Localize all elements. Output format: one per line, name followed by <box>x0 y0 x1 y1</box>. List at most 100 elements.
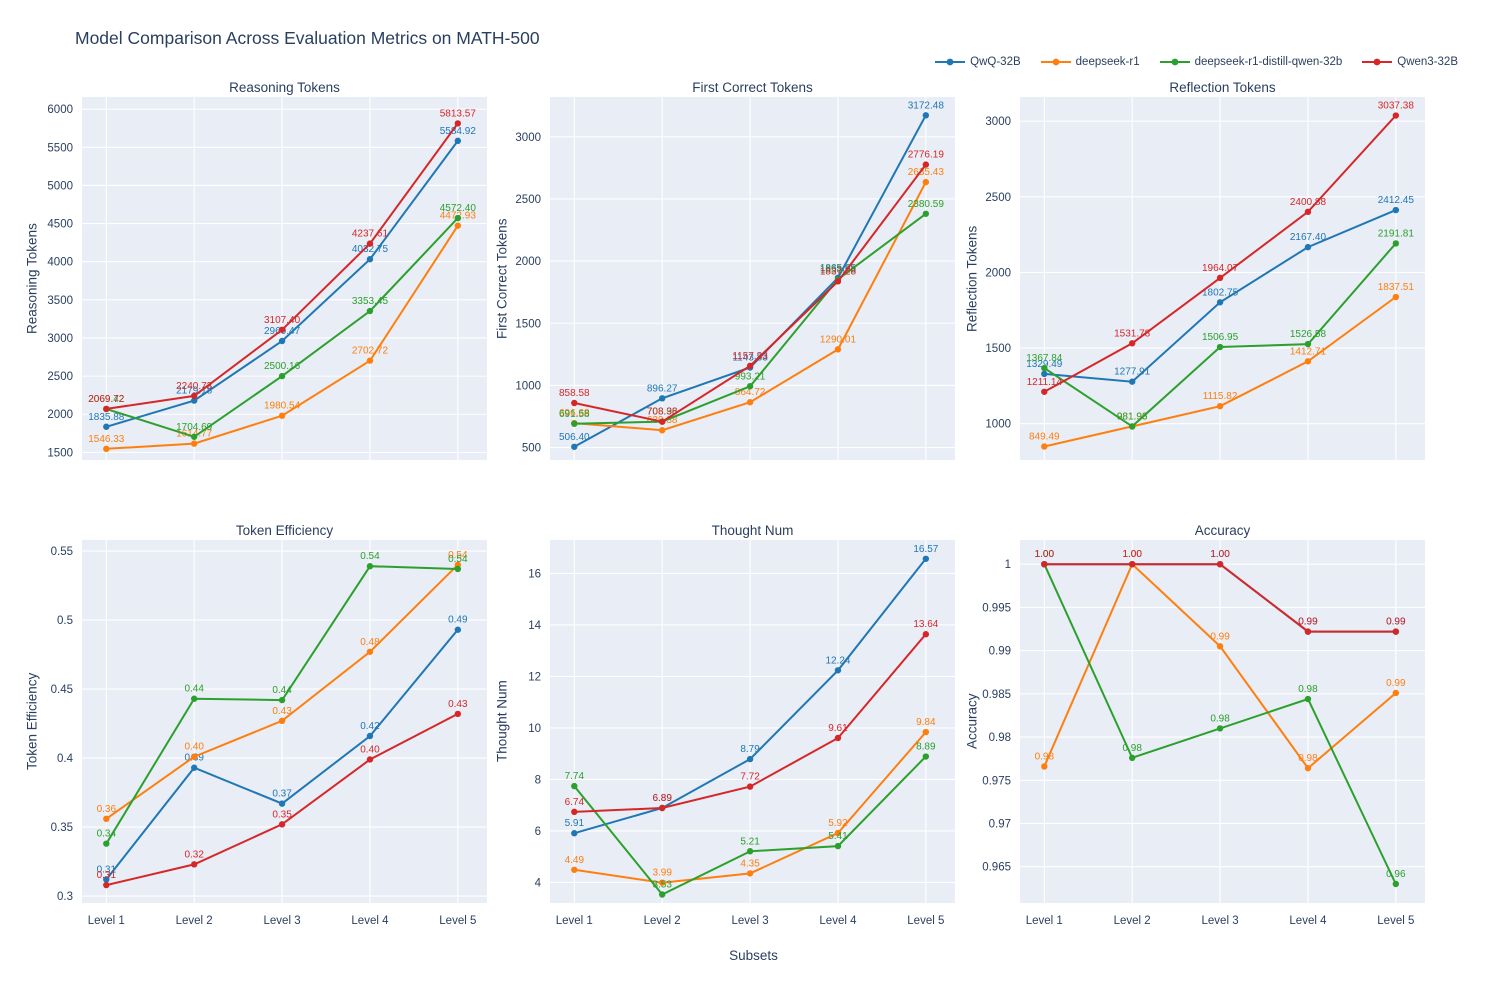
point-label-QwQ-32B: 5.91 <box>565 818 585 829</box>
data-point-Qwen3-32B <box>366 756 374 763</box>
point-label-QwQ-32B: 6.89 <box>652 793 672 804</box>
legend-item-deepseek-r1-distill-qwen-32b[interactable]: deepseek-r1-distill-qwen-32b <box>1159 56 1342 68</box>
point-label-Qwen3-32B: 2776.19 <box>908 150 945 161</box>
point-label-QwQ-32B: 1143.83 <box>732 353 768 364</box>
x-tick-label: Level 4 <box>1289 915 1327 927</box>
plot-area <box>550 540 955 903</box>
point-label-deepseek-r1-distill-qwen-32b: 0.98 <box>1122 743 1142 754</box>
point-label-Qwen3-32B: 2400.88 <box>1290 197 1327 208</box>
data-point-Qwen3-32B <box>190 861 198 868</box>
data-point-Qwen3-32B <box>834 278 842 285</box>
y-tick-label: 0.35 <box>51 822 73 834</box>
panel-title-reflection-tokens: Reflection Tokens <box>1169 80 1276 95</box>
point-label-QwQ-32B: 0.99 <box>1386 617 1406 628</box>
point-label-deepseek-r1: 4.49 <box>565 855 585 866</box>
data-point-deepseek-r1 <box>746 870 754 877</box>
legend-item-QwQ-32B[interactable]: QwQ-32B <box>935 56 1021 68</box>
first-correct-tokens-plot[interactable]: 500 1000 1500 2000 2500 3000 506.40 896.27 1143.… <box>480 67 967 510</box>
point-label-deepseek-r1: 0.36 <box>97 804 117 815</box>
point-label-deepseek-r1-distill-qwen-32b: 691.58 <box>559 409 590 420</box>
data-point-deepseek-r1-distill-qwen-32b <box>1128 754 1136 761</box>
point-label-deepseek-r1-distill-qwen-32b: 8.89 <box>916 742 936 753</box>
thought-num-plot[interactable]: 4 6 8 10 12 14 16 Level 1 Level 2 Level 3 Level 4 L… <box>480 510 967 953</box>
point-label-Qwen3-32B: 4237.61 <box>352 229 389 240</box>
data-point-QwQ-32B <box>922 555 930 562</box>
data-point-deepseek-r1 <box>746 399 754 406</box>
data-point-deepseek-r1-distill-qwen-32b <box>571 782 578 790</box>
data-point-Qwen3-32B <box>1041 561 1048 568</box>
data-point-QwQ-32B <box>571 830 578 837</box>
point-label-QwQ-32B: 2412.45 <box>1378 195 1415 206</box>
y-tick-label: 8 <box>535 774 541 786</box>
point-label-deepseek-r1: 2635.43 <box>908 167 945 178</box>
x-tick-label: Level 3 <box>264 915 301 927</box>
y-tick-label: 2000 <box>47 409 73 421</box>
point-label-deepseek-r1-distill-qwen-32b: 0.96 <box>1386 869 1406 880</box>
x-tick-label: Level 5 <box>439 915 476 927</box>
point-label-QwQ-32B: 2167.40 <box>1290 232 1327 243</box>
point-label-deepseek-r1: 1412.71 <box>1290 346 1327 357</box>
point-label-deepseek-r1: 1837.51 <box>1378 282 1415 293</box>
point-label-deepseek-r1: 0.43 <box>272 706 292 717</box>
y-tick-label: 0.965 <box>982 862 1011 874</box>
y-tick-label: 1500 <box>985 343 1011 355</box>
point-label-QwQ-32B: 12.24 <box>825 655 850 666</box>
reflection-tokens-plot[interactable]: 1000 1500 2000 2500 3000 1329.49 1277.91 1802.7… <box>950 67 1437 510</box>
point-label-deepseek-r1-distill-qwen-32b: 2500.16 <box>264 361 301 372</box>
point-label-Qwen3-32B: 2240.73 <box>176 381 213 392</box>
data-point-Qwen3-32B <box>190 392 198 400</box>
point-label-deepseek-r1-distill-qwen-32b: 981.96 <box>1117 411 1148 422</box>
reasoning-tokens-plot[interactable]: 1500 2000 2500 3000 3500 4000 4500 5000 5500 6000… <box>12 67 499 510</box>
legend-item-deepseek-r1[interactable]: deepseek-r1 <box>1040 56 1140 68</box>
data-point-deepseek-r1 <box>190 440 198 447</box>
y-tick-label: 0.99 <box>989 646 1011 658</box>
data-point-Qwen3-32B <box>1128 340 1136 347</box>
data-point-deepseek-r1 <box>1041 443 1048 450</box>
y-tick-label: 6 <box>535 826 541 838</box>
data-point-QwQ-32B <box>190 397 198 404</box>
legend-item-Qwen3-32B[interactable]: Qwen3-32B <box>1362 56 1458 68</box>
point-label-QwQ-32B: 16.57 <box>913 544 938 555</box>
point-label-deepseek-r1: 1290.01 <box>820 334 857 345</box>
point-label-deepseek-r1-distill-qwen-32b: 0.54 <box>360 551 380 562</box>
y-tick-label: 0.5 <box>57 615 73 627</box>
x-tick-label: Level 4 <box>819 915 857 927</box>
point-label-QwQ-32B: 0.49 <box>448 615 468 626</box>
y-tick-label: 2500 <box>515 194 541 206</box>
point-label-deepseek-r1-distill-qwen-32b: 1367.84 <box>1026 353 1063 364</box>
accuracy-plot[interactable]: 0.965 0.97 0.975 0.98 0.985 0.99 0.995 1 Level 1… <box>950 510 1437 953</box>
data-point-QwQ-32B <box>103 423 110 430</box>
point-label-deepseek-r1-distill-qwen-32b: 1704.69 <box>176 422 213 433</box>
point-label-Qwen3-32B: 1157.33 <box>732 351 768 362</box>
data-point-Qwen3-32B <box>746 783 754 790</box>
data-point-Qwen3-32B <box>366 240 374 247</box>
data-point-QwQ-32B <box>1392 206 1400 214</box>
data-point-deepseek-r1 <box>658 879 666 886</box>
point-label-QwQ-32B: 1865.65 <box>820 263 857 274</box>
point-label-QwQ-32B: 0.42 <box>360 721 380 732</box>
point-label-deepseek-r1-distill-qwen-32b: 708.96 <box>647 407 678 418</box>
x-tick-label: Level 2 <box>176 915 213 927</box>
data-point-deepseek-r1-distill-qwen-32b <box>922 210 930 217</box>
point-label-deepseek-r1-distill-qwen-32b: 1853.23 <box>820 264 857 275</box>
point-label-deepseek-r1-distill-qwen-32b: 5.21 <box>740 836 760 847</box>
point-label-deepseek-r1-distill-qwen-32b: 5.41 <box>828 831 848 842</box>
panel-title-accuracy: Accuracy <box>1194 523 1251 538</box>
data-point-Qwen3-32B <box>1216 561 1224 568</box>
point-label-deepseek-r1-distill-qwen-32b: 2191.81 <box>1378 228 1415 239</box>
data-point-deepseek-r1 <box>922 178 930 186</box>
point-label-deepseek-r1-distill-qwen-32b: 0.44 <box>184 684 204 695</box>
point-label-deepseek-r1-distill-qwen-32b: 0.44 <box>272 685 292 696</box>
data-point-Qwen3-32B <box>922 161 930 168</box>
token-efficiency-plot[interactable]: 0.3 0.35 0.4 0.45 0.5 0.55 Level 1 Level 2 Level… <box>12 510 499 953</box>
data-point-QwQ-32B <box>278 337 286 345</box>
point-label-deepseek-r1: 5.92 <box>828 818 848 829</box>
point-label-deepseek-r1: 9.84 <box>916 717 936 728</box>
x-tick-label: Level 1 <box>88 915 125 927</box>
data-point-deepseek-r1-distill-qwen-32b <box>1128 423 1136 430</box>
data-point-deepseek-r1-distill-qwen-32b <box>1392 240 1400 247</box>
y-tick-label: 0.975 <box>982 775 1011 787</box>
point-label-Qwen3-32B: 708.38 <box>647 407 678 418</box>
point-label-QwQ-32B: 1835.88 <box>88 412 125 423</box>
data-point-QwQ-32B <box>1216 299 1224 306</box>
